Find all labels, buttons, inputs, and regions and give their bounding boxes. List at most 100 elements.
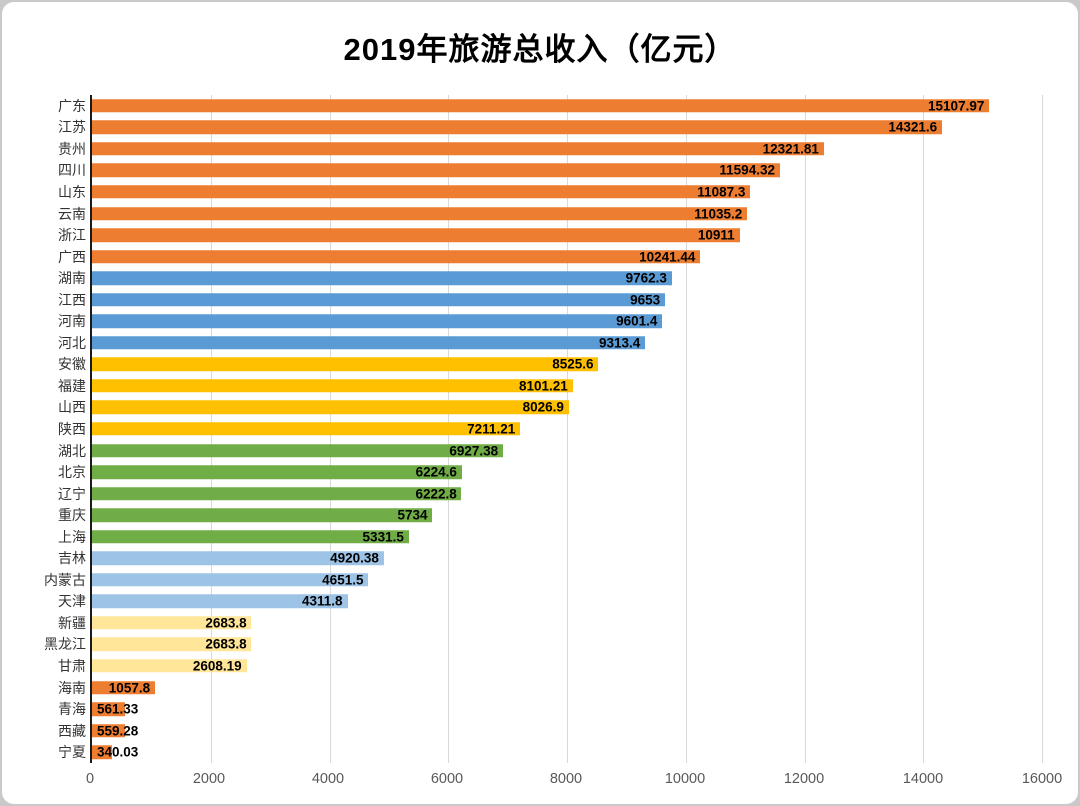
value-label: 11594.32: [719, 162, 775, 178]
bar-row: 安徽 8525.6: [58, 354, 1042, 376]
value-label: 9762.3: [625, 270, 667, 286]
bar-row: 云南 11035.2: [58, 203, 1042, 225]
bar-row: 贵州 12321.81: [58, 138, 1042, 160]
bar-row: 内蒙古 4651.5: [44, 569, 1042, 591]
bar-row: 山东 11087.3: [58, 181, 1042, 203]
category-label: 河南: [58, 313, 86, 330]
value-label: 5734: [397, 507, 428, 523]
bar-row: 广西 10241.44: [58, 246, 1042, 268]
gridline: [567, 95, 568, 763]
bar: [92, 486, 462, 501]
category-label: 四川: [58, 162, 86, 179]
value-label: 9601.4: [616, 313, 658, 329]
category-label: 河北: [58, 334, 86, 351]
category-label: 陕西: [58, 420, 86, 437]
bar-row: 黑龙江 2683.8: [44, 634, 1042, 656]
category-label: 广东: [58, 97, 86, 114]
bar-row: 西藏 559.28: [58, 720, 1042, 742]
bar: [92, 379, 573, 393]
category-label: 重庆: [58, 507, 86, 524]
value-label: 2683.8: [205, 615, 247, 631]
bar: [92, 271, 672, 285]
value-label: 4920.38: [330, 550, 379, 566]
value-label: 2608.19: [192, 658, 242, 674]
bar-row: 江西 9653: [58, 289, 1042, 311]
bar-row: 海南 1057.8: [58, 677, 1042, 699]
value-label: 4311.8: [302, 593, 343, 609]
value-label: 561.33: [97, 701, 139, 717]
gridline: [1042, 95, 1043, 763]
value-label: 10241.44: [639, 249, 696, 265]
x-tick-label: 12000: [783, 771, 825, 787]
category-label: 宁夏: [58, 744, 86, 761]
x-tick-label: 8000: [549, 771, 583, 787]
bar-row: 北京 6224.6: [58, 461, 1042, 483]
bar-row: 新疆 2683.8: [58, 612, 1042, 634]
value-label: 7211.21: [467, 421, 516, 437]
bar-row: 宁夏 340.03: [58, 741, 1042, 763]
category-label: 辽宁: [58, 485, 86, 502]
bar: [92, 249, 701, 264]
category-label: 广西: [58, 248, 86, 265]
category-label: 内蒙古: [44, 571, 86, 588]
bar: [92, 99, 990, 113]
x-axis: 0 2000 4000 6000 8000 10000 12000 14000 16000: [86, 763, 1062, 795]
category-label: 海南: [58, 679, 86, 696]
category-label: 新疆: [58, 614, 86, 631]
bar-row: 江苏 14321.6: [58, 117, 1042, 139]
bar-row: 吉林 4920.38: [58, 547, 1042, 569]
bar-row: 广东 15107.97: [58, 95, 1042, 117]
bar: [92, 443, 504, 458]
bar: [92, 163, 781, 178]
gridline: [923, 95, 925, 763]
bar-chart: 广东 15107.97 江苏 14321.6 贵州 12321.81 四川 11594.32 山…: [44, 95, 1043, 763]
category-label: 上海: [58, 528, 86, 545]
bar: [92, 357, 599, 372]
x-tick-label: 6000: [430, 771, 464, 787]
bar: [92, 142, 824, 156]
value-label: 8026.9: [522, 399, 564, 415]
value-label: 5331.5: [362, 529, 404, 545]
value-label: 4651.5: [322, 572, 364, 588]
bar-row: 上海 5331.5: [58, 526, 1042, 548]
category-label: 西藏: [58, 722, 86, 739]
bar-row: 四川 11594.32: [58, 160, 1042, 182]
category-label: 天津: [58, 593, 86, 610]
bar: [92, 723, 126, 738]
bar: [92, 637, 252, 652]
bar: [92, 529, 409, 544]
value-label: 2683.8: [205, 636, 247, 652]
gridline: [685, 95, 687, 763]
category-label: 浙江: [58, 227, 86, 244]
bar: [92, 551, 385, 565]
bar: [92, 508, 433, 522]
category-label: 湖北: [58, 442, 86, 459]
bar: [92, 400, 569, 415]
category-label: 北京: [58, 464, 86, 481]
bar: [92, 120, 943, 135]
value-label: 6224.6: [415, 464, 457, 480]
bar-row: 山西 8026.9: [58, 397, 1042, 419]
bar: [92, 422, 521, 436]
value-label: 9653: [630, 292, 661, 308]
category-label: 安徽: [58, 356, 86, 373]
category-label: 云南: [58, 205, 86, 222]
bar: [92, 292, 666, 307]
value-label: 1057.8: [108, 680, 151, 696]
value-label: 559.28: [97, 723, 139, 739]
value-label: 340.03: [97, 744, 139, 760]
value-label: 15107.97: [928, 98, 985, 114]
value-label: 11087.3: [697, 184, 746, 200]
value-label: 14321.6: [888, 119, 938, 135]
bar-row: 湖南 9762.3: [58, 267, 1042, 289]
category-label: 青海: [58, 701, 86, 718]
bar: [92, 336, 645, 350]
bar-row: 陕西 7211.21: [58, 418, 1042, 440]
value-label: 9313.4: [598, 335, 641, 351]
category-label: 黑龙江: [44, 636, 86, 653]
bar-row: 甘肃 2608.19: [58, 655, 1042, 677]
value-label: 6222.8: [415, 486, 457, 502]
value-label: 6927.38: [449, 443, 499, 459]
bar-row: 福建 8101.21: [58, 375, 1042, 397]
